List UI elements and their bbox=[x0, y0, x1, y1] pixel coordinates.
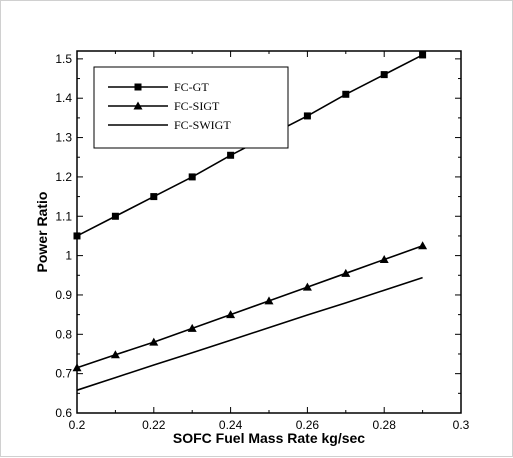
x-tick-label: 0.3 bbox=[453, 418, 470, 432]
data-point bbox=[418, 241, 428, 250]
data-point bbox=[226, 310, 236, 319]
data-point bbox=[73, 232, 81, 240]
series-layer bbox=[72, 51, 428, 391]
x-tick-label: 0.22 bbox=[142, 418, 166, 432]
legend-label: FC-GT bbox=[174, 80, 209, 94]
y-tick-label: 0.7 bbox=[55, 367, 72, 381]
legend-label: FC-SIGT bbox=[174, 99, 220, 113]
data-point bbox=[342, 90, 350, 98]
data-point bbox=[111, 212, 119, 220]
data-point bbox=[303, 112, 311, 120]
x-tick-label: 0.28 bbox=[373, 418, 397, 432]
data-point bbox=[72, 363, 82, 372]
data-point bbox=[380, 71, 388, 79]
y-axis-title: Power Ratio bbox=[34, 192, 50, 273]
x-tick-label: 0.26 bbox=[296, 418, 320, 432]
y-tick-label: 1.1 bbox=[55, 209, 72, 223]
data-point bbox=[187, 323, 197, 332]
y-tick-label: 1.4 bbox=[55, 91, 72, 105]
data-point bbox=[419, 51, 427, 59]
x-axis-title: SOFC Fuel Mass Rate kg/sec bbox=[173, 430, 365, 446]
y-tick-label: 1.5 bbox=[55, 52, 72, 66]
data-point bbox=[110, 350, 120, 359]
legend-marker bbox=[133, 101, 143, 110]
data-point bbox=[302, 282, 312, 291]
y-tick-label: 0.6 bbox=[55, 406, 72, 420]
data-point bbox=[149, 337, 159, 346]
x-tick-label: 0.2 bbox=[69, 418, 86, 432]
data-point bbox=[150, 193, 158, 201]
legend: FC-GT FC-SIGT FC-SWIGT bbox=[93, 66, 289, 149]
series-fc-sigt bbox=[72, 241, 428, 372]
data-point bbox=[264, 296, 274, 305]
series-line bbox=[76, 276, 423, 391]
y-tick-label: 0.8 bbox=[55, 327, 72, 341]
data-point bbox=[379, 255, 389, 264]
data-point bbox=[188, 173, 196, 181]
plot-area: 0.2 0.22 0.24 0.26 0.28 0.3 0.6 0.7 0.8 0.9 1 1.1 1.… bbox=[55, 50, 470, 432]
y-tick-label: 1 bbox=[65, 249, 72, 263]
legend-marker bbox=[134, 83, 142, 91]
y-tick-label: 0.9 bbox=[55, 288, 72, 302]
data-point bbox=[227, 151, 235, 159]
series-fc-swigt bbox=[76, 276, 423, 391]
x-tick-label: 0.24 bbox=[219, 418, 243, 432]
legend-box bbox=[93, 66, 289, 149]
legend-label: FC-SWIGT bbox=[174, 118, 231, 132]
data-point bbox=[341, 268, 351, 277]
series-line bbox=[76, 245, 423, 369]
y-tick-label: 1.3 bbox=[55, 131, 72, 145]
y-tick-label: 1.2 bbox=[55, 170, 72, 184]
